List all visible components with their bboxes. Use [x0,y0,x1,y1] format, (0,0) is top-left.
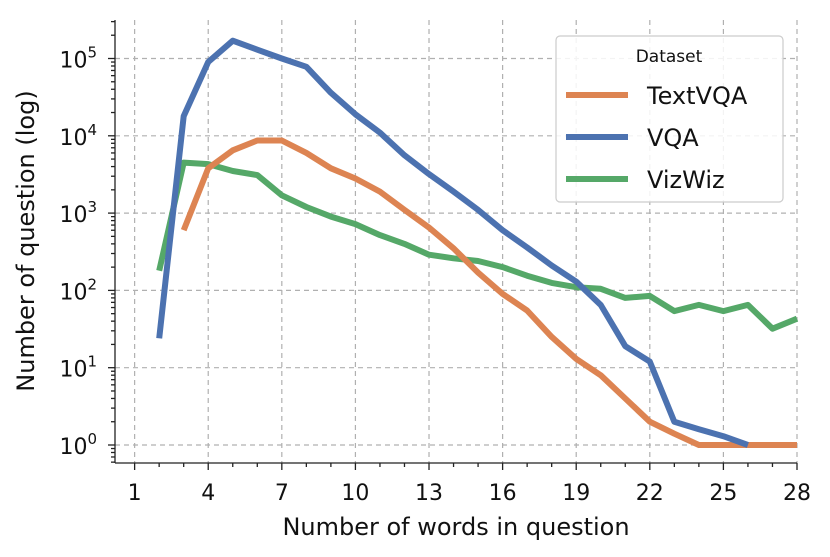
x-tick-label: 25 [709,481,737,506]
series-layer [156,37,799,448]
y-tick-exponent: 4 [87,121,97,139]
x-tick-label: 7 [275,481,289,506]
legend: Dataset TextVQA VQA VizWiz [555,35,784,203]
y-tick-base: 10 [59,126,87,151]
x-tick-label: 4 [201,481,215,506]
y-tick-base: 10 [59,435,87,460]
x-tick-label: 28 [783,481,811,506]
x-axis-title: Number of words in question [282,513,629,541]
y-tick-label: 100 [59,430,97,460]
y-tick-base: 10 [59,49,87,74]
y-tick-exponent: 0 [87,430,97,448]
x-ticks: 1 4 7 10 13 16 19 22 25 28 [128,463,811,506]
axes [114,20,797,464]
series-line-vizwiz [156,159,799,332]
legend-label-vizwiz: VizWiz [647,166,725,194]
y-tick-label: 103 [59,198,97,228]
y-tick-exponent: 3 [87,198,97,216]
y-tick-exponent: 1 [87,353,97,371]
series-line-textvqa [180,137,797,448]
y-tick-exponent: 5 [87,44,97,62]
x-tick-label: 19 [562,481,590,506]
legend-label-textvqa: TextVQA [646,82,748,110]
y-tick-base: 10 [59,280,87,305]
series-line-vqa [156,37,749,448]
y-tick-base: 10 [59,358,87,383]
y-tick-label: 104 [59,121,97,151]
legend-entries: TextVQA VQA VizWiz [566,82,748,194]
y-tick-exponent: 2 [87,275,97,293]
y-axis-title: Number of question (log) [12,90,40,391]
legend-title: Dataset [636,47,703,67]
x-tick-label: 13 [415,481,443,506]
y-tick-base: 10 [59,203,87,228]
legend-label-vqa: VQA [647,124,699,152]
y-tick-label: 105 [59,44,97,74]
x-tick-label: 10 [341,481,369,506]
x-tick-label: 1 [128,481,142,506]
y-tick-label: 102 [59,275,97,305]
legend-box [555,35,784,203]
x-tick-label: 22 [636,481,664,506]
y-tick-label: 101 [59,353,97,383]
x-tick-label: 16 [489,481,517,506]
